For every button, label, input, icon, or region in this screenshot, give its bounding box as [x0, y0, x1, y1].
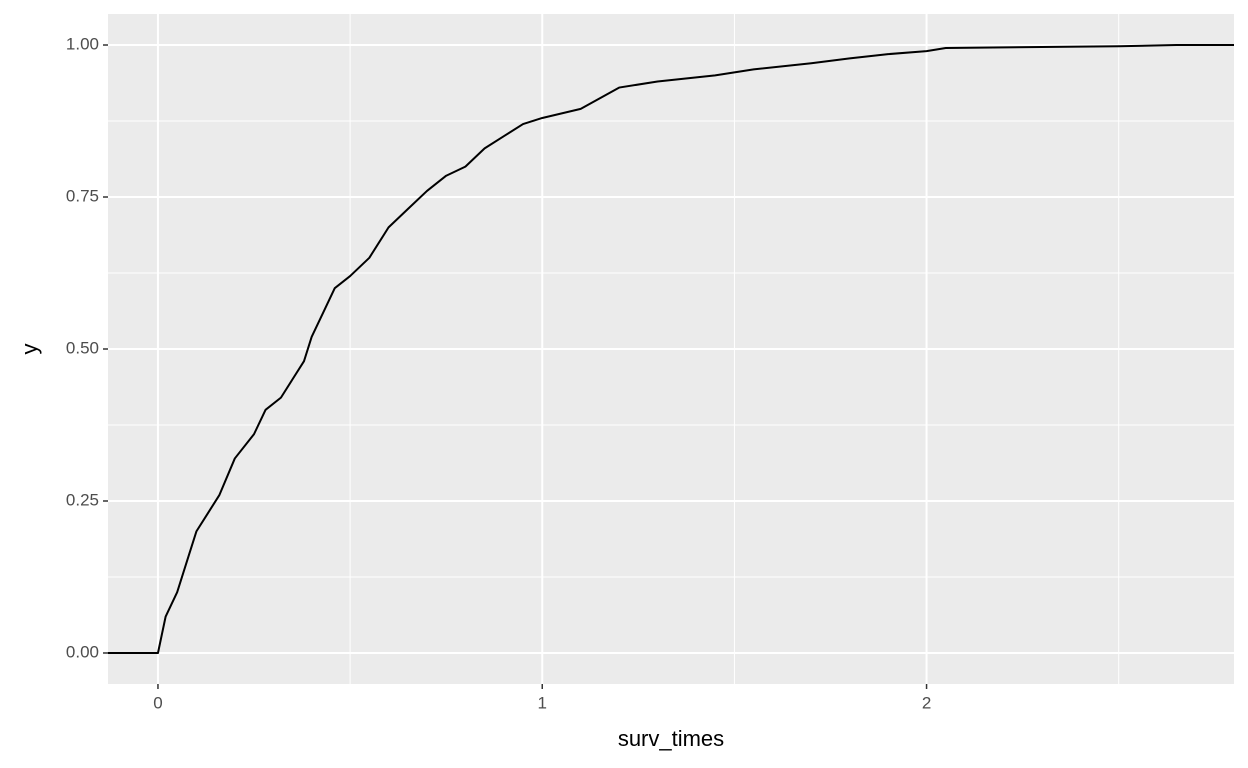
ecdf-line: [108, 44, 1234, 654]
x-tick-label: 1: [538, 693, 547, 712]
y-tick-label: 0.50: [66, 338, 99, 357]
y-tick-label: 0.00: [66, 642, 99, 661]
x-tick-label: 2: [922, 693, 931, 712]
y-tick-label: 0.25: [66, 490, 99, 509]
y-axis-title: y: [17, 344, 42, 355]
y-tick-label: 1.00: [66, 34, 99, 53]
x-axis-title: surv_times: [618, 726, 724, 751]
y-tick-label: 0.75: [66, 186, 99, 205]
x-tick-label: 0: [153, 693, 162, 712]
